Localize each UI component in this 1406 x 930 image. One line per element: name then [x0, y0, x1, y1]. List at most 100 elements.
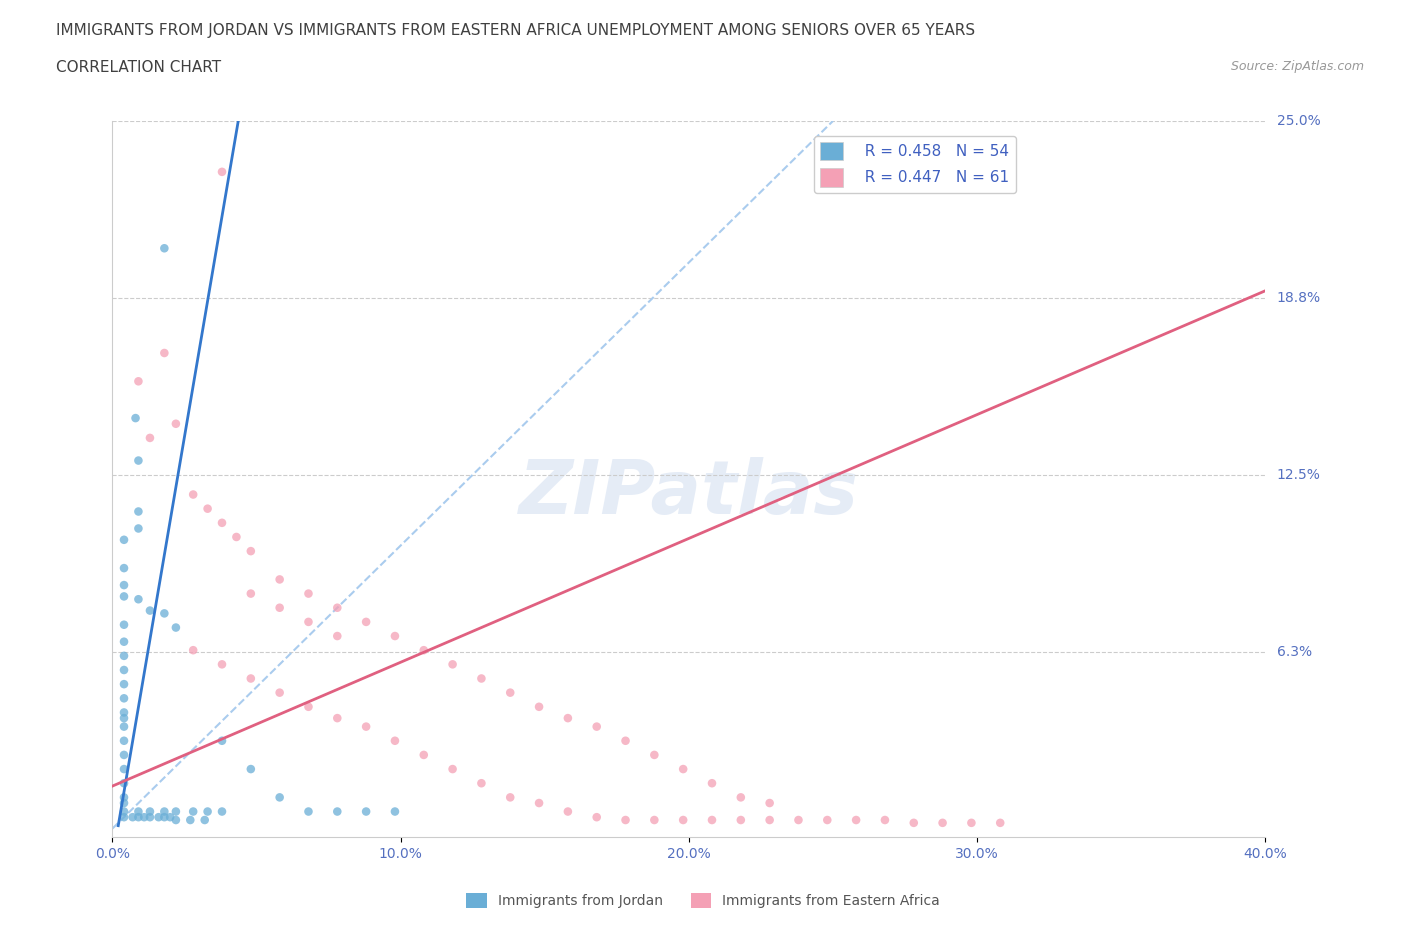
- Point: [139, 804, 162, 819]
- Point: [197, 501, 219, 516]
- Point: [112, 578, 135, 592]
- Point: [165, 813, 187, 828]
- Point: [988, 816, 1011, 830]
- Point: [269, 600, 291, 615]
- Point: [112, 677, 135, 692]
- Point: [197, 804, 219, 819]
- Point: [815, 813, 838, 828]
- Point: [297, 804, 319, 819]
- Point: [730, 790, 752, 804]
- Point: [412, 748, 434, 763]
- Point: [499, 685, 522, 700]
- Text: 6.3%: 6.3%: [1277, 644, 1312, 658]
- Point: [153, 606, 176, 621]
- Point: [297, 586, 319, 601]
- Point: [211, 657, 233, 671]
- Text: CORRELATION CHART: CORRELATION CHART: [56, 60, 221, 75]
- Point: [326, 629, 349, 644]
- Point: [758, 795, 780, 810]
- Point: [211, 734, 233, 749]
- Point: [153, 346, 176, 361]
- Point: [225, 529, 247, 544]
- Point: [211, 804, 233, 819]
- Point: [153, 810, 176, 825]
- Point: [326, 804, 349, 819]
- Point: [239, 586, 262, 601]
- Point: [787, 813, 810, 828]
- Point: [179, 813, 201, 828]
- Point: [127, 804, 149, 819]
- Point: [557, 804, 579, 819]
- Point: [672, 762, 695, 777]
- Point: [326, 711, 349, 725]
- Point: [112, 648, 135, 663]
- Point: [139, 604, 162, 618]
- Point: [931, 816, 953, 830]
- Point: [181, 804, 204, 819]
- Point: [112, 734, 135, 749]
- Point: [614, 813, 637, 828]
- Point: [153, 241, 176, 256]
- Point: [384, 629, 406, 644]
- Point: [354, 804, 377, 819]
- Point: [903, 816, 925, 830]
- Point: [127, 504, 149, 519]
- Point: [112, 634, 135, 649]
- Point: [297, 615, 319, 630]
- Point: [527, 795, 550, 810]
- Point: [121, 810, 143, 825]
- Point: [112, 719, 135, 734]
- Point: [112, 691, 135, 706]
- Point: [112, 662, 135, 677]
- Point: [127, 374, 149, 389]
- Point: [112, 795, 135, 810]
- Point: [139, 431, 162, 445]
- Text: IMMIGRANTS FROM JORDAN VS IMMIGRANTS FROM EASTERN AFRICA UNEMPLOYMENT AMONG SENI: IMMIGRANTS FROM JORDAN VS IMMIGRANTS FRO…: [56, 23, 976, 38]
- Point: [354, 615, 377, 630]
- Point: [960, 816, 983, 830]
- Point: [441, 657, 464, 671]
- Point: [239, 671, 262, 686]
- Point: [139, 810, 162, 825]
- Point: [134, 810, 156, 825]
- Point: [239, 544, 262, 559]
- Point: [239, 762, 262, 777]
- Point: [165, 804, 187, 819]
- Point: [112, 748, 135, 763]
- Point: [165, 620, 187, 635]
- Text: ZIPatlas: ZIPatlas: [519, 457, 859, 530]
- Point: [269, 685, 291, 700]
- Point: [470, 776, 492, 790]
- Legend: Immigrants from Jordan, Immigrants from Eastern Africa: Immigrants from Jordan, Immigrants from …: [460, 888, 946, 914]
- Point: [127, 810, 149, 825]
- Point: [384, 804, 406, 819]
- Point: [165, 417, 187, 432]
- Point: [112, 810, 135, 825]
- Point: [112, 790, 135, 804]
- Point: [112, 589, 135, 604]
- Point: [112, 561, 135, 576]
- Point: [112, 804, 135, 819]
- Point: [470, 671, 492, 686]
- Point: [585, 719, 607, 734]
- Point: [643, 813, 665, 828]
- Text: 12.5%: 12.5%: [1277, 468, 1320, 482]
- Point: [873, 813, 896, 828]
- Point: [112, 705, 135, 720]
- Point: [672, 813, 695, 828]
- Point: [159, 810, 181, 825]
- Point: [127, 453, 149, 468]
- Point: [181, 643, 204, 658]
- Point: [585, 810, 607, 825]
- Point: [127, 521, 149, 536]
- Point: [127, 591, 149, 606]
- Point: [730, 813, 752, 828]
- Point: [148, 810, 170, 825]
- Point: [700, 776, 723, 790]
- Point: [194, 813, 217, 828]
- Point: [112, 762, 135, 777]
- Point: [441, 762, 464, 777]
- Point: [211, 515, 233, 530]
- Point: [269, 572, 291, 587]
- Point: [112, 532, 135, 547]
